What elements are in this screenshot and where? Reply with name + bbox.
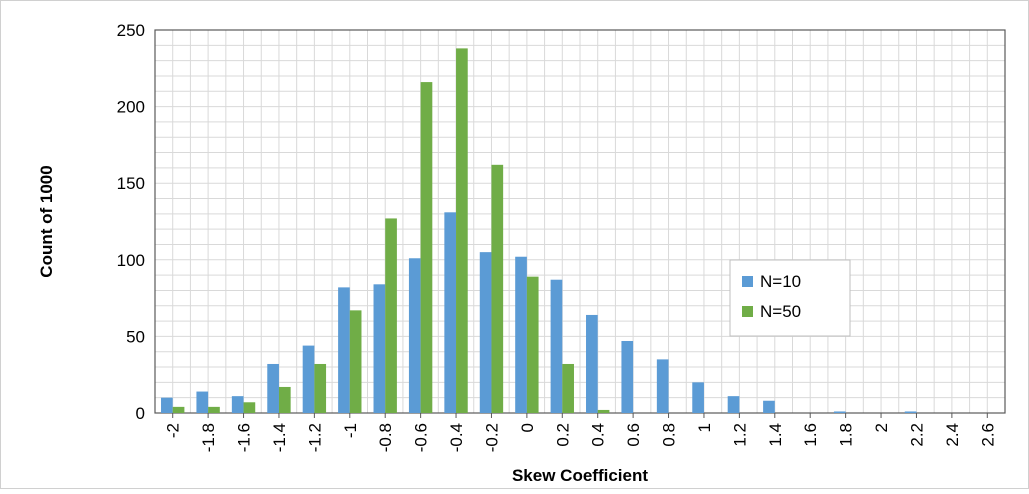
bar-n10-8: [444, 212, 457, 413]
bar-n50-9: [491, 164, 504, 413]
x-tick-label: -0.2: [482, 423, 501, 452]
y-tick-label: 50: [126, 327, 145, 346]
bar-n10-7: [408, 258, 421, 413]
x-tick-label: 1.2: [730, 423, 749, 447]
bar-n50-5: [349, 310, 362, 413]
bar-n50-1: [208, 406, 220, 413]
y-tick-label: 200: [117, 98, 145, 117]
x-tick-label: -1: [341, 423, 360, 438]
y-tick-label: 100: [117, 251, 145, 270]
bar-n10-16: [727, 396, 740, 413]
bar-n50-12: [597, 409, 610, 413]
x-tick-label: -1.4: [270, 423, 289, 452]
legend-label-n10: N=10: [760, 272, 801, 291]
x-tick-label: 0.2: [553, 423, 572, 447]
bar-n10-6: [373, 284, 386, 413]
bar-n10-19: [833, 411, 846, 413]
bar-n10-10: [515, 256, 527, 413]
x-tick-label: 0.4: [589, 423, 608, 447]
bar-n10-4: [302, 345, 315, 413]
bars: [161, 48, 917, 413]
bar-n50-2: [243, 402, 256, 413]
x-tick-label: -1.8: [199, 423, 218, 452]
bar-n50-10: [526, 276, 539, 413]
bar-n50-3: [278, 386, 291, 413]
y-tick-label: 0: [136, 404, 145, 423]
x-tick-label: 2.2: [907, 423, 926, 447]
bar-n10-2: [231, 396, 244, 413]
y-axis-ticks: 0 50 100 150 200 250: [117, 21, 145, 423]
x-tick-label: -0.6: [412, 423, 431, 452]
y-tick-label: 250: [117, 21, 145, 40]
bar-n50-0: [172, 406, 185, 413]
gridlines: [155, 30, 1005, 413]
legend-swatch-n50: [742, 306, 753, 317]
legend: N=10 N=50: [729, 259, 851, 337]
x-tick-label: 2.6: [978, 423, 997, 447]
bar-n10-21: [904, 411, 917, 413]
x-tick-label: -0.8: [376, 423, 395, 452]
x-tick-label: 0.6: [624, 423, 643, 447]
bar-n10-14: [656, 359, 669, 413]
bar-n10-5: [338, 287, 350, 413]
x-tick-label: 0: [518, 423, 537, 432]
x-tick-label: -2: [164, 423, 183, 438]
legend-box: [729, 259, 851, 337]
x-tick-label: -1.6: [235, 423, 254, 452]
legend-label-n50: N=50: [760, 302, 801, 321]
x-axis-ticks: -2 -1.8 -1.6 -1.4 -1.2 -1 -0.8 -0.6 -0.4 -0.2 0 0.2…: [164, 413, 997, 452]
y-tick-label: 150: [117, 174, 145, 193]
x-tick-label: 2: [872, 423, 891, 432]
bar-n50-8: [456, 48, 468, 413]
x-axis-label: Skew Coefficient: [512, 466, 648, 485]
bar-n10-12: [586, 314, 598, 413]
bar-n10-1: [196, 391, 209, 413]
bar-n50-6: [385, 218, 397, 413]
x-tick-label: -0.4: [447, 423, 466, 452]
x-tick-label: 2.4: [943, 423, 962, 447]
bar-n50-11: [562, 363, 574, 413]
x-tick-label: 1: [695, 423, 714, 432]
bar-n10-3: [267, 363, 279, 413]
plot-area-border: [154, 29, 1006, 414]
x-tick-label: 1.6: [801, 423, 820, 447]
bar-n10-13: [621, 340, 634, 413]
x-tick-label: 1.8: [837, 423, 856, 447]
bar-n10-15: [692, 382, 704, 413]
bar-n10-17: [763, 400, 775, 413]
x-tick-label: 1.4: [766, 423, 785, 447]
y-axis-label: Count of 1000: [37, 165, 56, 277]
bar-n10-0: [161, 397, 173, 413]
bar-n50-4: [314, 363, 327, 413]
bar-n10-11: [550, 279, 563, 413]
x-tick-label: -1.2: [305, 423, 324, 452]
bar-n50-7: [420, 82, 433, 413]
bar-n10-9: [479, 252, 492, 413]
x-tick-label: 0.8: [660, 423, 679, 447]
legend-swatch-n10: [742, 276, 753, 287]
